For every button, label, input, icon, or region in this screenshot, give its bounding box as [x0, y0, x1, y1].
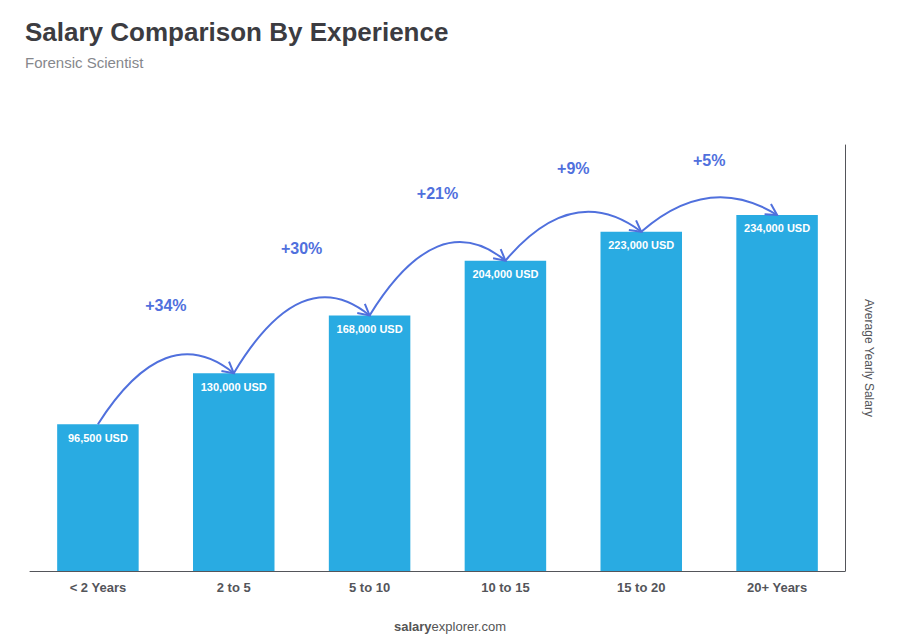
svg-text:+30%: +30% [281, 240, 322, 257]
svg-text:< 2 Years: < 2 Years [70, 580, 127, 595]
svg-text:204,000 USD: 204,000 USD [472, 268, 538, 280]
svg-text:+21%: +21% [417, 185, 458, 202]
svg-text:+5%: +5% [693, 152, 725, 169]
svg-text:salary: salary [394, 619, 432, 634]
svg-text:20+ Years: 20+ Years [747, 580, 807, 595]
svg-text:+9%: +9% [557, 160, 589, 177]
svg-text:130,000 USD: 130,000 USD [201, 381, 267, 393]
svg-text:234,000 USD: 234,000 USD [744, 222, 810, 234]
svg-text:explorer.com: explorer.com [432, 619, 506, 634]
svg-text:223,000 USD: 223,000 USD [608, 239, 674, 251]
svg-text:96,500 USD: 96,500 USD [68, 432, 128, 444]
svg-text:2 to 5: 2 to 5 [217, 580, 251, 595]
svg-text:10 to 15: 10 to 15 [481, 580, 529, 595]
svg-text:+34%: +34% [145, 297, 186, 314]
svg-text:5 to 10: 5 to 10 [349, 580, 390, 595]
svg-text:Salary Comparison By Experienc: Salary Comparison By Experience [25, 17, 448, 47]
svg-text:15 to 20: 15 to 20 [617, 580, 665, 595]
svg-text:Forensic Scientist: Forensic Scientist [25, 54, 144, 71]
svg-text:Average Yearly Salary: Average Yearly Salary [862, 299, 876, 417]
svg-text:168,000 USD: 168,000 USD [337, 323, 403, 335]
